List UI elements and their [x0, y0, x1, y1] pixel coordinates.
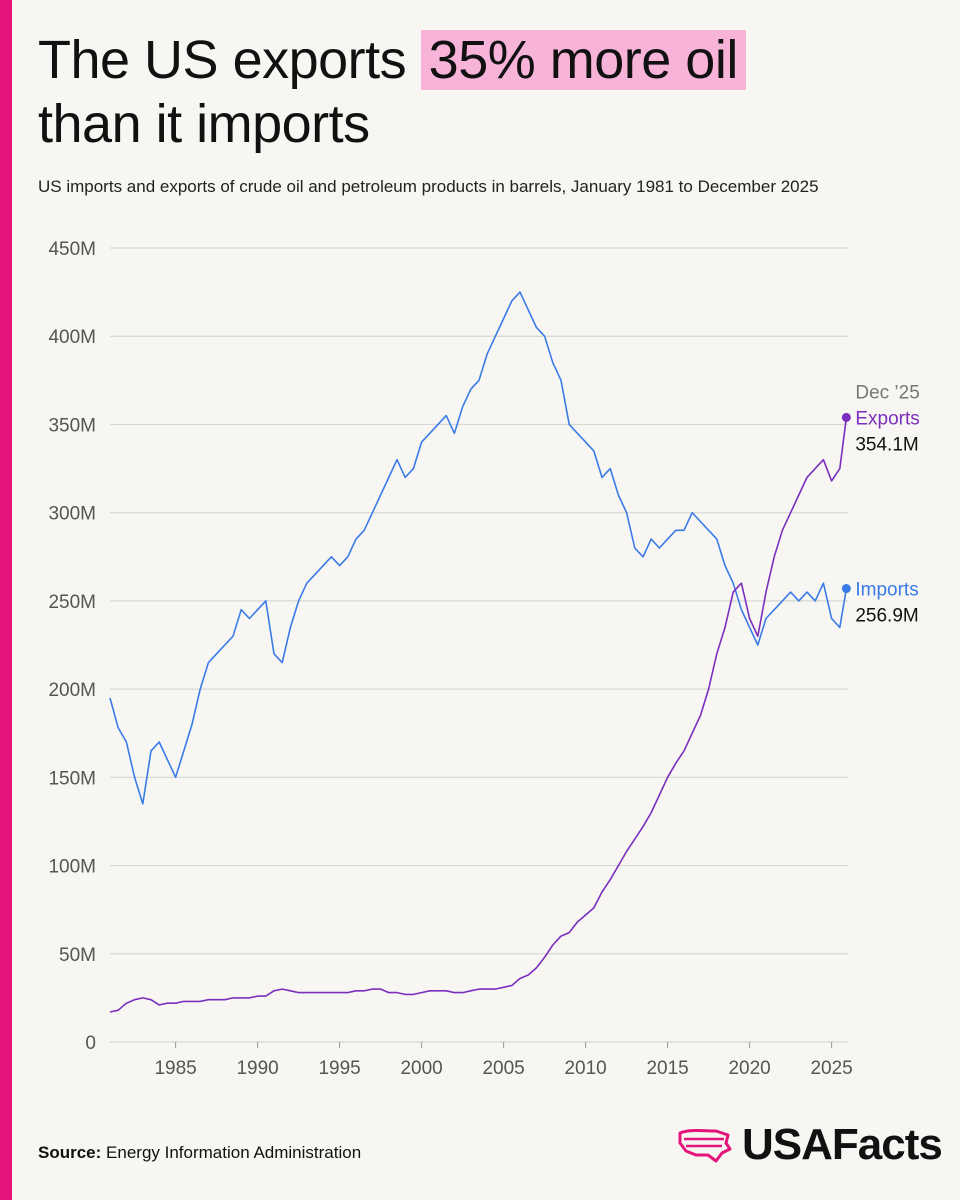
imports-end-value-label: 256.9M	[855, 606, 918, 627]
x-tick-label: 2025	[810, 1058, 852, 1079]
exports-end-point	[841, 412, 851, 422]
exports-series-line	[109, 417, 848, 1013]
imports-end-point	[841, 584, 851, 594]
y-tick-label: 350M	[48, 415, 96, 436]
chart-subtitle: US imports and exports of crude oil and …	[38, 177, 819, 196]
imports-series-label: Imports	[855, 580, 918, 601]
x-tick-label: 2010	[564, 1058, 606, 1079]
y-tick-label: 400M	[48, 327, 96, 348]
exports-series-label: Exports	[855, 408, 919, 429]
y-tick-label: 450M	[48, 239, 96, 260]
y-tick-label: 0	[85, 1033, 96, 1054]
usafacts-logo: USAFacts	[676, 1120, 943, 1170]
source-label: Source:	[38, 1143, 102, 1162]
title-suffix: than it imports	[38, 94, 370, 154]
x-tick-label: 2000	[400, 1058, 442, 1079]
imports-series-line	[109, 291, 848, 805]
x-tick-label: 1990	[236, 1058, 278, 1079]
y-tick-label: 300M	[48, 504, 96, 525]
title-prefix: The US exports	[38, 30, 407, 90]
x-tick-label: 2020	[728, 1058, 770, 1079]
logo-text: USAFacts	[742, 1120, 943, 1169]
source-note: Source: Energy Information Administratio…	[38, 1143, 361, 1163]
title-highlight: 35% more oil	[420, 30, 746, 90]
y-tick-label: 50M	[59, 945, 96, 966]
page-title: The US exports 35% more oil than it impo…	[38, 28, 938, 156]
y-tick-label: 250M	[48, 592, 96, 613]
x-tick-label: 1995	[318, 1058, 360, 1079]
end-date-label: Dec ’25	[855, 382, 919, 403]
exports-end-value-label: 354.1M	[855, 434, 918, 455]
accent-edge-bar	[0, 0, 12, 1200]
y-tick-label: 100M	[48, 857, 96, 878]
y-tick-label: 200M	[48, 680, 96, 701]
x-tick-label: 2005	[482, 1058, 524, 1079]
source-text: Energy Information Administration	[106, 1143, 362, 1162]
usa-map-icon	[678, 1129, 732, 1163]
x-tick-label: 2015	[646, 1058, 688, 1079]
y-tick-label: 150M	[48, 768, 96, 789]
x-tick-label: 1985	[154, 1058, 196, 1079]
line-chart: 0 50M 100M 150M 200M 250M 300M 350M 400M 450M 1985…	[48, 239, 919, 1079]
